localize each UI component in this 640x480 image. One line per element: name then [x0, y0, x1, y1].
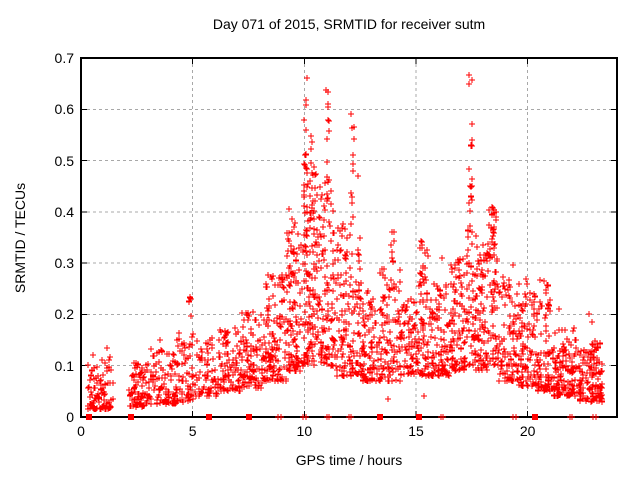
scatter-points — [85, 72, 605, 420]
x-tick-label: 5 — [188, 423, 197, 439]
y-tick-label: 0.3 — [54, 255, 74, 272]
baseline-square-markers — [86, 414, 538, 420]
x-tick-label: 15 — [408, 423, 424, 439]
x-tick-label: 10 — [296, 423, 313, 439]
chart-title: Day 071 of 2015, SRMTID for receiver sut… — [212, 16, 486, 32]
y-tick-label: 0.1 — [54, 357, 74, 374]
y-tick-label: 0.2 — [54, 306, 74, 323]
x-tick-label: 0 — [77, 423, 85, 439]
y-tick-label: 0.5 — [54, 152, 74, 169]
y-tick-label: 0.4 — [54, 203, 74, 220]
x-axis-title: GPS time / hours — [295, 452, 403, 468]
y-tick-label: 0.6 — [54, 101, 74, 118]
y-tick-label: 0 — [66, 409, 74, 425]
x-tick-label: 20 — [519, 423, 536, 439]
y-tick-label: 0.7 — [54, 50, 74, 66]
